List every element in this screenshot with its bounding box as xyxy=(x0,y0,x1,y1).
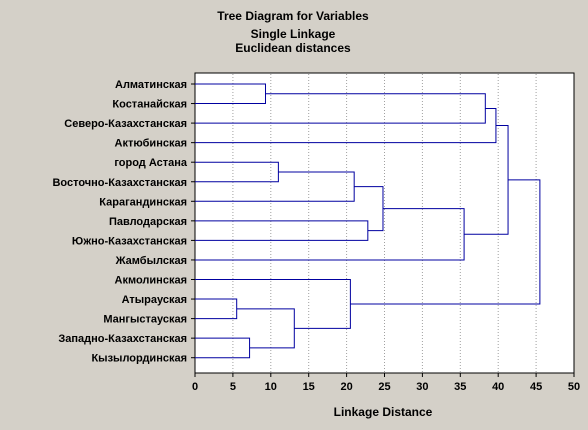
leaf-label: Алматинская xyxy=(115,79,187,91)
x-tick-label: 0 xyxy=(192,381,198,393)
leaf-label: Жамбылская xyxy=(115,255,187,267)
x-tick-label: 35 xyxy=(454,381,466,393)
x-tick-label: 50 xyxy=(568,381,580,393)
leaf-label: Кызылординская xyxy=(91,353,187,365)
x-axis-ticks: 0 5 10 15 20 25 30 35 40 45 50 xyxy=(192,373,580,393)
x-axis-title: Linkage Distance xyxy=(334,405,433,419)
x-tick-label: 5 xyxy=(230,381,236,393)
leaf-label: город Астана xyxy=(114,157,188,169)
leaf-label: Костанайская xyxy=(112,99,187,111)
x-tick-label: 25 xyxy=(378,381,390,393)
leaf-label: Северо-Казахстанская xyxy=(64,118,187,130)
x-tick-label: 30 xyxy=(416,381,428,393)
x-tick-label: 40 xyxy=(492,381,504,393)
leaf-labels: Алматинская Костанайская Северо-Казахстанс… xyxy=(52,79,195,365)
leaf-label: Южно-Казахстанская xyxy=(72,235,187,247)
leaf-label: Западно-Казахстанская xyxy=(58,333,187,345)
leaf-label: Актюбинская xyxy=(115,138,187,150)
leaf-label: Павлодарская xyxy=(109,216,187,228)
dendrogram-tree xyxy=(195,83,541,359)
chart-subtitle-linkage: Single Linkage xyxy=(251,27,336,41)
x-tick-label: 15 xyxy=(303,381,315,393)
leaf-label: Акмолинская xyxy=(115,275,187,287)
leaf-label: Восточно-Казахстанская xyxy=(52,177,187,189)
plot-area xyxy=(194,72,575,374)
dendrogram-branch xyxy=(350,179,541,305)
x-tick-label: 45 xyxy=(530,381,542,393)
x-tick-label: 20 xyxy=(340,381,352,393)
leaf-label: Мангыстауская xyxy=(103,314,187,326)
leaf-label: Карагандинская xyxy=(99,196,187,208)
chart-subtitle-distance: Euclidean distances xyxy=(235,41,351,55)
x-tick-label: 10 xyxy=(265,381,277,393)
leaf-label: Атырауская xyxy=(122,294,187,306)
chart-title: Tree Diagram for Variables xyxy=(217,9,369,23)
